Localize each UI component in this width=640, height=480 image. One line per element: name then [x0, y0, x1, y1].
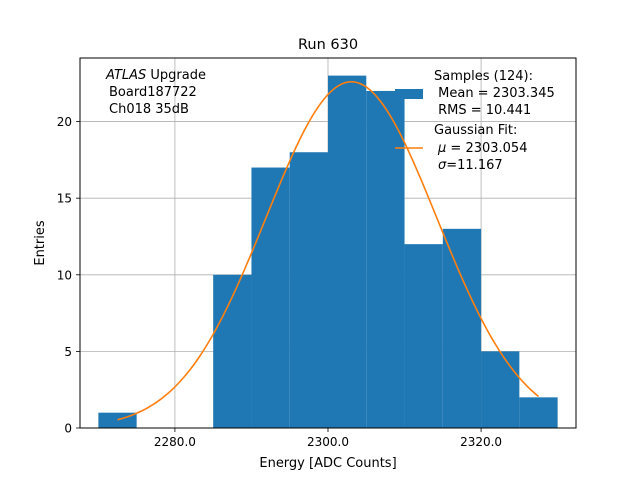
annotation-line-1: ATLAS Upgrade	[105, 68, 206, 83]
histogram-bar-7	[366, 90, 405, 429]
legend-samples-title: Samples (124):	[434, 69, 533, 84]
histogram-bar-3	[213, 274, 252, 428]
legend-fit-mu-value: = 2303.054	[446, 141, 527, 156]
gaussian-fit-curve	[117, 80, 540, 421]
upgrade-label: Upgrade	[146, 68, 206, 83]
histogram-bar-6	[328, 75, 367, 428]
plot-area	[79, 57, 577, 429]
legend-samples-swatch	[395, 89, 423, 99]
annotation-line-2: Board187722	[109, 85, 197, 100]
y-tick-label-2: 10	[57, 268, 72, 282]
y-tick-label-4: 20	[57, 115, 72, 129]
sigma-symbol: σ	[438, 158, 447, 173]
legend-samples-rms: RMS = 10.441	[434, 103, 531, 118]
x-tick-label-0: 2280.0	[154, 435, 196, 449]
legend: Samples (124): Mean = 2303.345 RMS = 10.…	[395, 69, 555, 173]
legend-fit-sigma-value: =11.167	[446, 158, 502, 173]
atlas-label: ATLAS	[105, 68, 146, 83]
y-axis-label: Entries	[33, 220, 48, 266]
legend-fit-title: Gaussian Fit:	[434, 123, 517, 138]
histogram-bar-5	[289, 152, 328, 428]
histogram-bar-4	[251, 167, 290, 429]
y-axis-ticks: 0 5 10 15 20	[57, 115, 80, 436]
x-tick-label-1: 2300.0	[307, 435, 349, 449]
histogram-bar-10	[481, 351, 520, 428]
x-axis-label: Energy [ADC Counts]	[259, 456, 396, 471]
mu-symbol: μ	[437, 141, 446, 156]
x-axis-ticks: 2280.0 2300.0 2320.0	[154, 428, 502, 449]
y-tick-label-3: 15	[57, 192, 72, 206]
histogram-bar-9	[442, 228, 482, 428]
annotation-line-3: Ch018 35dB	[109, 102, 189, 117]
atlas-annotation: ATLAS Upgrade Board187722 Ch018 35dB	[105, 68, 206, 117]
x-tick-label-2: 2320.0	[460, 435, 502, 449]
y-tick-label-0: 0	[64, 422, 72, 436]
histogram-bar-8	[404, 244, 443, 428]
y-tick-label-1: 5	[64, 345, 72, 359]
legend-fit-mu: μ = 2303.054	[437, 141, 527, 156]
chart-title: Run 630	[298, 37, 358, 53]
legend-samples-mean: Mean = 2303.345	[434, 86, 555, 101]
histogram-bars	[98, 75, 558, 429]
legend-fit-sigma: σ=11.167	[438, 158, 503, 173]
histogram-bar-11	[519, 397, 558, 428]
